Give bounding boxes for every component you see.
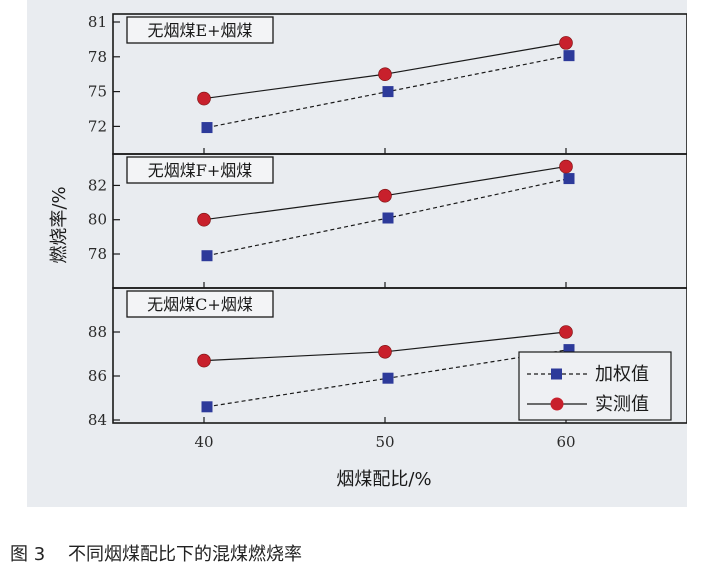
measured-point: [378, 344, 392, 359]
panel-title: 无烟煤E+烟煤: [147, 21, 252, 40]
legend-measured-label: 实测值: [595, 394, 649, 415]
legend-box: [518, 351, 672, 421]
weighted-point: [382, 86, 394, 98]
y-tick-label: 80: [88, 211, 107, 229]
legend-weighted-marker: [551, 368, 562, 380]
y-axis-label: 燃烧率/%: [49, 186, 70, 263]
weighted-point: [563, 344, 575, 356]
legend-measured-marker: [550, 397, 564, 411]
weighted-point: [563, 50, 575, 62]
figure-caption: 图 3 不同烟煤配比下的混煤燃烧率: [10, 544, 303, 565]
legend-weighted-label: 加权值: [595, 364, 649, 385]
weighted-point: [201, 122, 213, 134]
panel-title: 无烟煤F+烟煤: [148, 161, 253, 180]
panel-title-box: [126, 156, 274, 184]
y-tick-label: 72: [88, 117, 107, 135]
measured-point: [197, 212, 211, 227]
chart-svg: 72 75 78 81 无烟煤E+烟煤 78 80 82 无烟煤F+烟煤 84 86 88 无烟煤C+烟…: [49, 13, 687, 490]
weighted-point: [382, 212, 394, 224]
x-tick-label: 40: [194, 433, 213, 451]
panel-title-box: [126, 290, 274, 318]
y-tick-label: 84: [88, 411, 107, 429]
x-tick-label: 60: [556, 433, 575, 451]
y-tick-label: 86: [88, 367, 107, 385]
y-tick-label: 78: [88, 48, 107, 66]
measured-point: [378, 67, 392, 81]
measured-point: [378, 188, 392, 203]
y-tick-label: 88: [88, 323, 107, 341]
x-tick-label: 50: [375, 433, 394, 451]
y-tick-label: 81: [88, 13, 107, 31]
measured-point: [559, 159, 573, 174]
measured-point: [197, 353, 211, 368]
weighted-point: [201, 401, 213, 413]
chart-figure: 72 75 78 81 无烟煤E+烟煤 78 80 82 无烟煤F+烟煤 84 86 88 无烟煤C+烟…: [27, 0, 687, 507]
measured-point: [559, 325, 573, 339]
measured-point: [559, 36, 573, 50]
panel-title: 无烟煤C+烟煤: [147, 295, 253, 314]
y-tick-label: 78: [88, 245, 107, 263]
panel-frame: [112, 287, 687, 424]
weighted-point: [201, 250, 213, 262]
x-axis-label: 烟煤配比/%: [336, 469, 431, 490]
measured-point: [197, 91, 211, 106]
weighted-point: [563, 173, 575, 185]
weighted-point: [382, 372, 394, 384]
y-tick-label: 75: [88, 83, 107, 101]
y-tick-label: 82: [88, 176, 107, 194]
panel-title-box: [126, 16, 274, 44]
